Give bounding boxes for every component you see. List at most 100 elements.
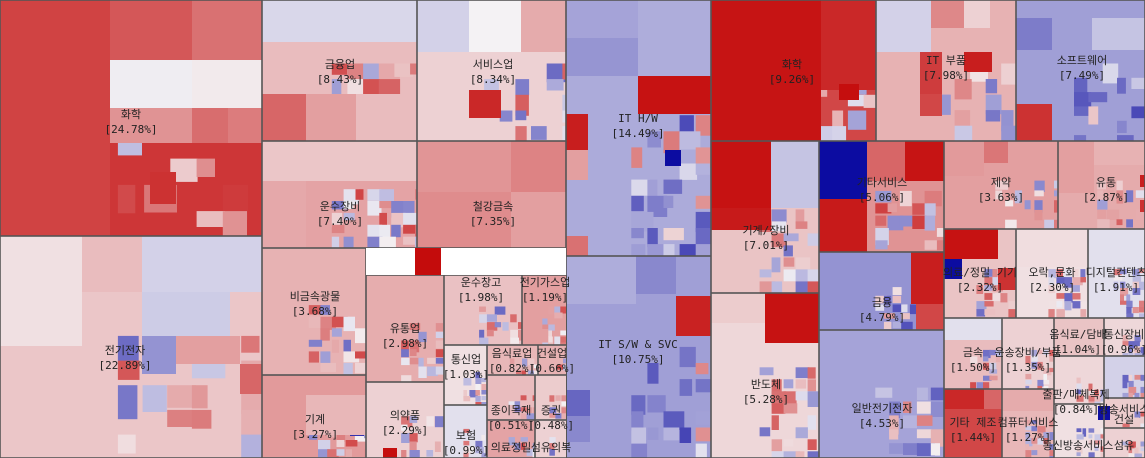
stock-cell	[1139, 313, 1145, 318]
stock-cell	[343, 189, 360, 205]
stock-cell	[167, 409, 193, 427]
stock-cell	[566, 236, 588, 256]
stock-cell	[534, 364, 538, 369]
stock-cell	[995, 349, 1002, 357]
stock-cell	[883, 313, 895, 319]
stock-cell	[549, 395, 555, 402]
stock-cell	[976, 382, 984, 389]
stock-cell	[1025, 450, 1032, 458]
stock-cell	[679, 427, 692, 443]
stock-cell	[566, 390, 590, 416]
stock-cell	[510, 337, 519, 344]
stock-cell	[196, 211, 225, 227]
stock-cell	[526, 413, 535, 421]
stock-cell	[262, 0, 417, 42]
stock-cell	[367, 201, 382, 216]
stock-cell	[1054, 190, 1058, 197]
stock-cell	[192, 60, 262, 108]
stock-cell	[1128, 374, 1133, 382]
stock-cell	[486, 314, 497, 322]
stock-cell	[542, 318, 548, 326]
stock-cell	[469, 90, 501, 118]
stock-cell	[1080, 309, 1087, 317]
stock-cell	[554, 312, 563, 319]
stock-cell	[475, 390, 480, 396]
stock-cell	[0, 236, 82, 346]
stock-cell	[876, 0, 931, 52]
stock-cell	[1037, 361, 1043, 370]
stock-cell	[548, 336, 553, 344]
sector-name-label: 음식료/담배	[1049, 328, 1106, 341]
sector-border	[944, 140, 1059, 229]
sector-border	[486, 344, 538, 375]
stock-cell	[1025, 385, 1030, 389]
stock-cell	[1000, 293, 1008, 303]
sector-weight-label: [1.19%]	[522, 291, 568, 304]
stock-cell	[795, 391, 809, 401]
stock-cell	[511, 141, 566, 192]
stock-cell	[343, 339, 351, 355]
stock-cell	[417, 0, 469, 52]
stock-cell	[889, 415, 899, 435]
stock-cell	[355, 362, 366, 374]
stock-cell	[379, 236, 396, 248]
stock-cell	[463, 452, 469, 458]
stock-cell	[142, 336, 176, 374]
stock-cell	[475, 372, 480, 380]
stock-cell	[1049, 367, 1054, 373]
sector-border	[443, 344, 487, 405]
stock-cell	[901, 304, 908, 313]
stock-cell	[783, 233, 799, 242]
stock-cell	[1076, 428, 1082, 433]
stock-cell	[562, 63, 566, 80]
stock-cell	[343, 362, 353, 375]
stock-cell	[1132, 288, 1141, 295]
stock-cell	[1076, 452, 1081, 457]
stock-cell	[463, 390, 468, 399]
stock-cell	[1034, 209, 1043, 221]
sector-border	[711, 0, 877, 141]
stock-cell	[771, 451, 785, 458]
stock-cell	[542, 324, 551, 329]
stock-cell	[1116, 190, 1124, 204]
stock-cell	[1037, 379, 1044, 387]
sector-weight-label: [9.26%]	[769, 73, 815, 86]
stock-cell	[241, 409, 262, 436]
stock-cell	[832, 126, 847, 141]
sector-weight-label: [10.75%]	[612, 353, 665, 366]
stock-cell	[1092, 18, 1145, 50]
stock-cell	[548, 330, 552, 337]
stock-cell	[912, 203, 927, 215]
sector-name-label: IT 부품	[926, 54, 966, 67]
stock-cell	[924, 203, 936, 216]
stock-cell	[1097, 180, 1106, 190]
stock-cell	[327, 449, 339, 458]
stock-cell	[526, 407, 532, 414]
sector-weight-label: [1.44%]	[950, 431, 996, 444]
stock-cell	[944, 141, 984, 176]
stock-cell	[695, 163, 710, 175]
stock-cell	[1016, 229, 1088, 267]
stock-cell	[306, 94, 356, 141]
stock-cell	[1113, 269, 1122, 276]
stock-cell	[331, 63, 348, 75]
stock-cell	[759, 269, 772, 278]
stock-cell	[401, 349, 409, 358]
stock-cell	[150, 172, 176, 204]
sector-weight-label: [7.01%]	[743, 239, 789, 252]
stock-cell	[563, 364, 567, 371]
stock-cell	[531, 126, 547, 140]
stock-cell	[561, 395, 567, 402]
stock-cell	[1126, 294, 1131, 302]
stock-cell	[771, 403, 786, 414]
stock-cell	[989, 369, 998, 374]
sector-border	[566, 0, 712, 256]
sector-weight-label: [0.51%]	[488, 419, 534, 432]
stock-cell	[1031, 349, 1038, 357]
stock-cell	[560, 306, 568, 314]
stock-cell	[499, 110, 513, 122]
stock-cell	[562, 126, 566, 141]
stock-cell	[765, 293, 819, 343]
stock-cell	[142, 236, 262, 292]
sector-weight-label: [14.49%]	[612, 127, 665, 140]
